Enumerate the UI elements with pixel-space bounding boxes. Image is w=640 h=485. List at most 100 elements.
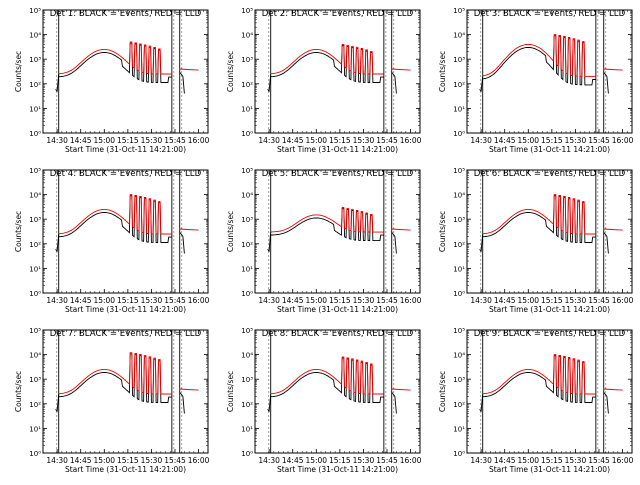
time-marker-dot <box>480 279 482 281</box>
time-marker-dot <box>605 243 607 245</box>
time-marker-dot <box>480 387 482 389</box>
time-marker-dot <box>268 59 270 61</box>
time-marker-dot <box>393 243 395 245</box>
time-marker-dot <box>181 439 183 441</box>
time-marker-dot <box>173 399 175 401</box>
time-marker-dot <box>605 107 607 109</box>
time-marker-dot <box>173 447 175 449</box>
time-marker-dot <box>597 115 599 117</box>
time-marker-dot <box>181 427 183 429</box>
time-marker-dot <box>480 243 482 245</box>
time-marker-dot <box>268 39 270 41</box>
x-tick-label: 15:45 <box>588 136 610 145</box>
time-marker-dot <box>605 343 607 345</box>
time-marker-dot <box>385 407 387 409</box>
time-marker-dot <box>480 235 482 237</box>
time-marker-dot <box>597 39 599 41</box>
time-marker-dot <box>385 115 387 117</box>
time-marker-dot <box>173 83 175 85</box>
time-marker-dot <box>480 75 482 77</box>
time-marker-dot <box>393 19 395 21</box>
time-marker-dot <box>597 335 599 337</box>
time-marker-dot <box>605 367 607 369</box>
time-marker-dot <box>597 283 599 285</box>
y-axis-label: Counts/sec <box>438 211 447 252</box>
time-marker-dot <box>605 207 607 209</box>
series-events-post <box>391 71 397 94</box>
x-tick-label: 16:00 <box>400 456 422 465</box>
time-marker-dot <box>385 199 387 201</box>
time-marker-dot <box>605 83 607 85</box>
time-marker-dot <box>480 103 482 105</box>
x-tick-label: 15:30 <box>565 296 587 305</box>
panel-title: Det 2: BLACK = Events, RED = LLD <box>262 9 414 19</box>
time-marker-dot <box>393 79 395 81</box>
time-marker-dot <box>385 439 387 441</box>
time-marker-dot <box>605 331 607 333</box>
panel-det-7: Det 7: BLACK = Events, RED = LLD 10⁰ 10¹ 10… <box>14 327 210 474</box>
time-marker-dot <box>56 207 58 209</box>
time-marker-dot <box>597 95 599 97</box>
time-marker-dot <box>480 231 482 233</box>
time-marker-dot <box>268 355 270 357</box>
time-marker-dot <box>597 79 599 81</box>
time-marker-dot <box>268 351 270 353</box>
y-tick-label: 10⁰ <box>241 450 253 458</box>
time-marker-dot <box>393 275 395 277</box>
x-axis-label: Start Time (31-Oct-11 14:21:00) <box>277 465 398 474</box>
time-marker-dot <box>393 391 395 393</box>
time-marker-dot <box>393 107 395 109</box>
time-marker-dot <box>268 419 270 421</box>
time-marker-dot <box>605 115 607 117</box>
time-marker-dot <box>173 95 175 97</box>
time-marker-dot <box>268 263 270 265</box>
time-marker-dot <box>181 175 183 177</box>
time-marker-dot <box>597 287 599 289</box>
time-marker-dot <box>56 359 58 361</box>
time-marker-dot <box>597 407 599 409</box>
time-marker-dot <box>173 343 175 345</box>
time-marker-dot <box>605 451 607 453</box>
time-marker-dot <box>181 379 183 381</box>
time-marker-dot <box>385 255 387 257</box>
time-marker-dot <box>385 207 387 209</box>
time-marker-dot <box>597 291 599 293</box>
time-marker-dot <box>385 15 387 17</box>
time-marker-dot <box>385 55 387 57</box>
time-marker-dot <box>268 123 270 125</box>
time-marker-dot <box>181 399 183 401</box>
time-marker-dot <box>385 347 387 349</box>
time-marker-dot <box>597 251 599 253</box>
time-marker-dot <box>597 51 599 53</box>
time-marker-dot <box>393 255 395 257</box>
time-marker-dot <box>597 63 599 65</box>
time-marker-dot <box>56 43 58 45</box>
time-marker-dot <box>268 367 270 369</box>
time-marker-dot <box>480 19 482 21</box>
y-tick-label: 10² <box>29 81 41 89</box>
plot-frame <box>466 329 633 454</box>
time-marker-dot <box>56 231 58 233</box>
time-marker-dot <box>268 339 270 341</box>
y-tick-label: 10³ <box>29 56 41 64</box>
time-marker-dot <box>181 335 183 337</box>
time-marker-dot <box>56 379 58 381</box>
time-marker-dot <box>181 11 183 13</box>
time-marker-dot <box>56 431 58 433</box>
time-marker-dot <box>173 175 175 177</box>
time-marker-dot <box>605 31 607 33</box>
series-events <box>58 42 172 83</box>
time-marker-dot <box>268 55 270 57</box>
time-marker-dot <box>385 107 387 109</box>
time-marker-dot <box>605 175 607 177</box>
time-marker-dot <box>173 359 175 361</box>
time-marker-dot <box>597 219 599 221</box>
time-marker-dot <box>56 443 58 445</box>
time-marker-dot <box>480 223 482 225</box>
time-marker-dot <box>393 111 395 113</box>
time-marker-dot <box>56 59 58 61</box>
time-marker-dot <box>385 259 387 261</box>
time-marker-dot <box>181 387 183 389</box>
time-marker-dot <box>385 395 387 397</box>
time-marker-dot <box>181 111 183 113</box>
